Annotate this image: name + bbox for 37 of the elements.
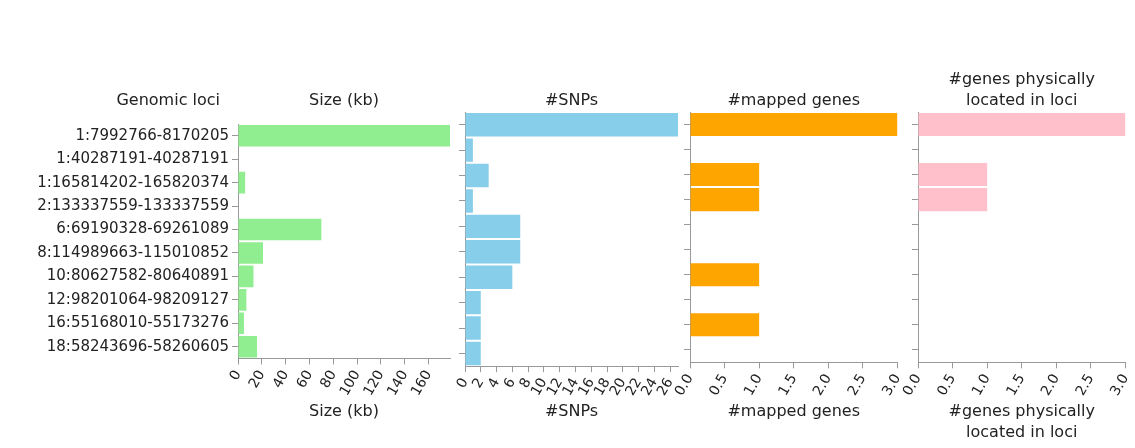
y-tick-label: 1:7992766-8170205 bbox=[75, 125, 229, 144]
x-tick-label: 40 bbox=[268, 366, 292, 391]
y-tick-label: 10:80627582-80640891 bbox=[46, 266, 229, 285]
x-tick-label: 2.0 bbox=[809, 370, 835, 399]
chart-title: Size (kb) bbox=[308, 89, 380, 110]
x-axis-title: #SNPs bbox=[543, 400, 600, 421]
x-tick-label: 1.5 bbox=[774, 370, 800, 399]
y-tick-label: 16:55168010-55173276 bbox=[46, 313, 229, 332]
x-axis-title: #genes physically located in loci bbox=[947, 400, 1096, 442]
x-tick-label: 20 bbox=[244, 366, 268, 391]
x-tick-label: 1.5 bbox=[1002, 370, 1028, 399]
x-axis-title: Size (kb) bbox=[308, 400, 380, 421]
x-tick-label: 0.5 bbox=[705, 370, 731, 399]
y-tick-label: 8:114989663-115010852 bbox=[37, 242, 229, 261]
x-tick-label: 3.0 bbox=[1106, 370, 1132, 399]
x-tick-label: 0 bbox=[225, 366, 244, 383]
x-tick-label: 2.0 bbox=[1037, 370, 1063, 399]
x-tick-label: 2.5 bbox=[1071, 370, 1097, 399]
y-tick-label: 18:58243696-58260605 bbox=[46, 336, 229, 355]
x-tick-label: 0.5 bbox=[933, 370, 959, 399]
y-axis-title: Genomic loci bbox=[116, 89, 220, 110]
y-tick-label: 1:40287191-40287191 bbox=[56, 149, 229, 168]
x-tick-label: 2.5 bbox=[843, 370, 869, 399]
chart-title: #SNPs bbox=[543, 89, 600, 110]
x-tick-label: 0 bbox=[452, 374, 471, 391]
x-tick-label: 2 bbox=[468, 374, 487, 391]
y-tick-label: 6:69190328-69261089 bbox=[56, 219, 229, 238]
x-tick-label: 1.0 bbox=[967, 370, 993, 399]
y-tick-label: 2:133337559-133337559 bbox=[37, 195, 229, 214]
chart-title: #mapped genes bbox=[726, 89, 861, 110]
x-tick-label: 80 bbox=[316, 366, 340, 391]
x-axis-title: #mapped genes bbox=[726, 400, 861, 421]
y-tick-label: 12:98201064-98209127 bbox=[46, 289, 229, 308]
y-tick-label: 1:165814202-165820374 bbox=[37, 172, 229, 191]
chart-title: #genes physically located in loci bbox=[947, 68, 1096, 110]
x-tick-label: 60 bbox=[292, 366, 316, 391]
x-tick-label: 1.0 bbox=[739, 370, 765, 399]
